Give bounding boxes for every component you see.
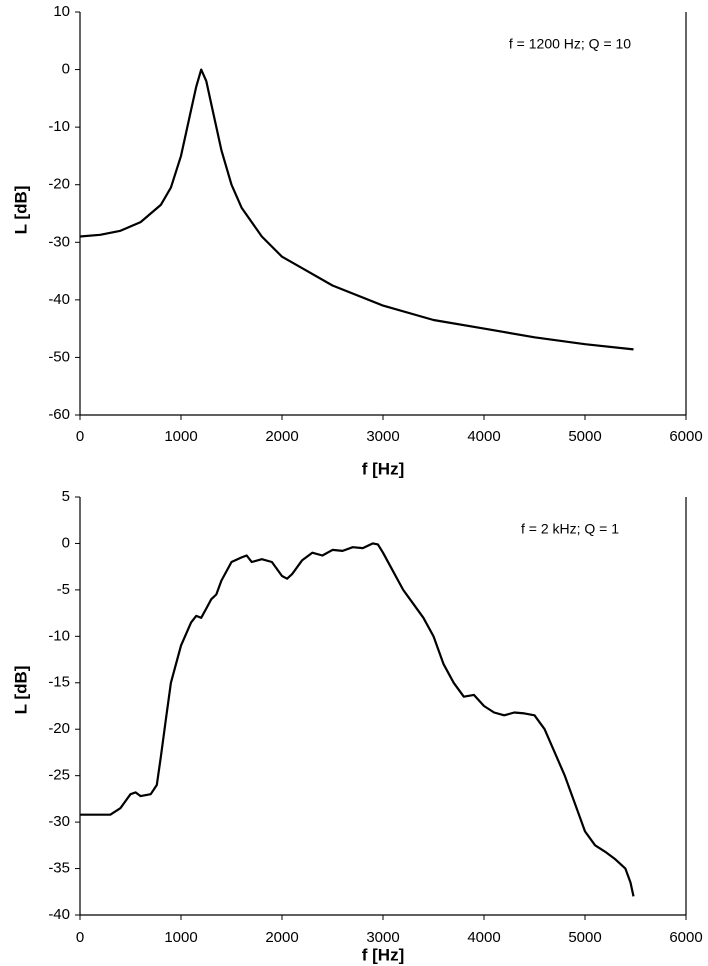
x-tick-label: 4000 [467,929,500,946]
y-tick-label: 10 [53,3,70,20]
y-tick-label: 0 [62,534,70,551]
y-tick-label: -5 [57,581,70,598]
y-axis-label: L [dB] [11,186,30,235]
annotation: f = 2 kHz; Q = 1 [521,521,619,537]
x-tick-label: 1000 [164,428,197,445]
y-tick-label: -35 [48,860,70,877]
x-tick-label: 3000 [366,428,399,445]
x-tick-label: 2000 [265,428,298,445]
x-tick-label: 6000 [669,428,702,445]
data-line [80,542,635,897]
x-tick-label: 0 [76,929,84,946]
x-axis-label: f [Hz] [362,459,404,478]
y-tick-label: 0 [62,61,70,78]
y-tick-label: -20 [48,176,70,193]
x-tick-label: 4000 [467,428,500,445]
y-tick-label: -40 [48,906,70,923]
x-tick-label: 0 [76,428,84,445]
y-tick-label: -10 [48,627,70,644]
x-axis-label: f [Hz] [362,945,404,964]
annotation: f = 1200 Hz; Q = 10 [509,36,631,52]
y-tick-label: -50 [48,348,70,365]
y-tick-label: -30 [48,233,70,250]
y-tick-label: -40 [48,291,70,308]
data-line [79,68,634,351]
x-tick-label: 5000 [568,428,601,445]
x-tick-label: 6000 [669,929,702,946]
y-tick-label: -25 [48,767,70,784]
x-tick-label: 2000 [265,929,298,946]
y-tick-label: -10 [48,118,70,135]
x-tick-label: 1000 [164,929,197,946]
x-tick-label: 5000 [568,929,601,946]
y-tick-label: -15 [48,674,70,691]
y-axis-label: L [dB] [11,666,30,715]
y-tick-label: -30 [48,813,70,830]
y-tick-label: 5 [62,488,70,505]
y-tick-label: -20 [48,720,70,737]
x-tick-label: 3000 [366,929,399,946]
y-tick-label: -60 [48,406,70,423]
